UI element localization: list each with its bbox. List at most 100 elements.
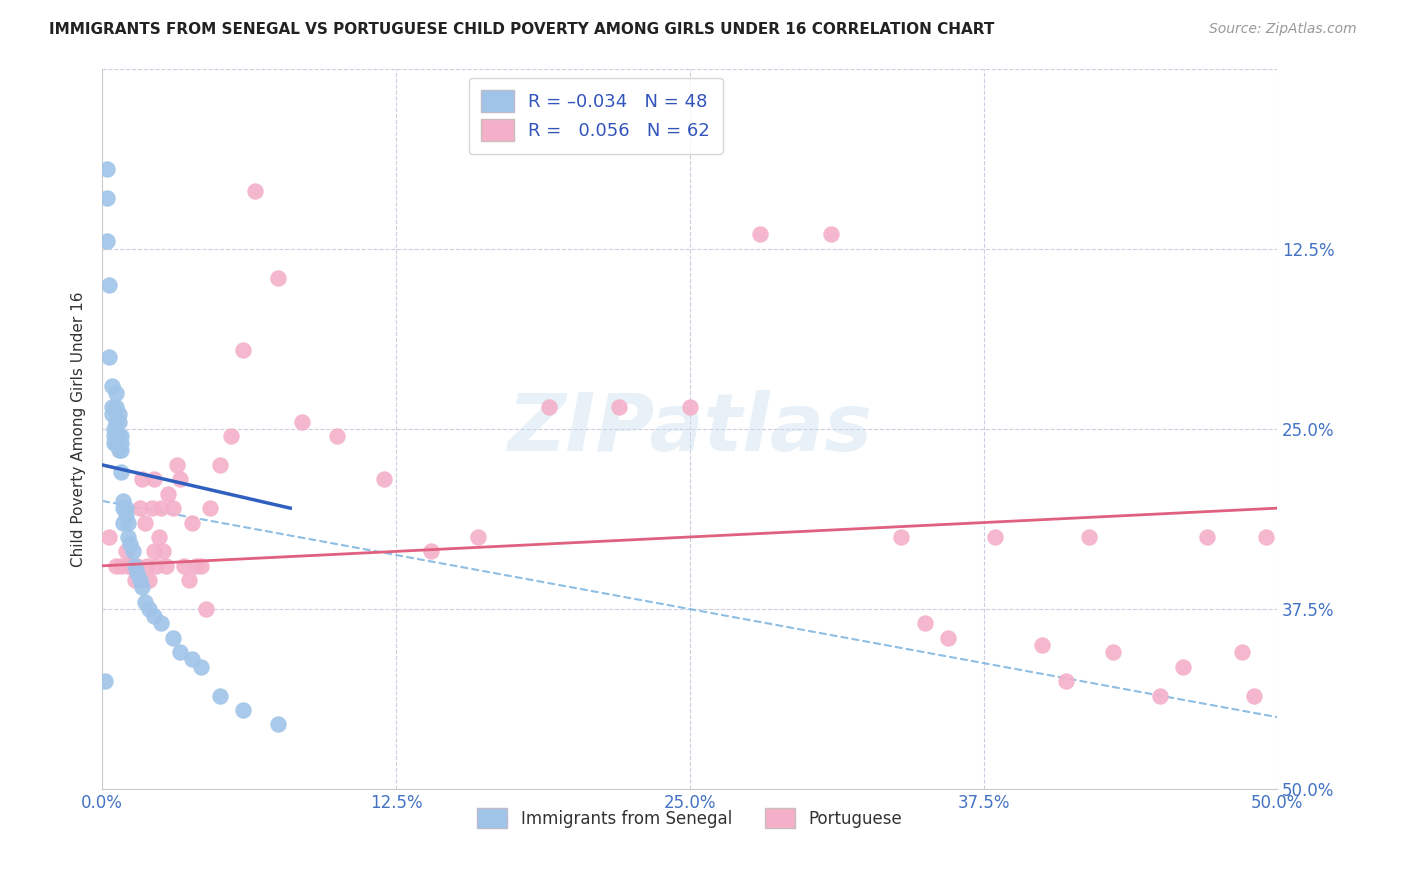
Text: IMMIGRANTS FROM SENEGAL VS PORTUGUESE CHILD POVERTY AMONG GIRLS UNDER 16 CORRELA: IMMIGRANTS FROM SENEGAL VS PORTUGUESE CH… bbox=[49, 22, 994, 37]
Point bbox=[326, 429, 349, 443]
Point bbox=[107, 408, 129, 422]
Point bbox=[208, 458, 231, 472]
Point bbox=[112, 501, 135, 516]
Point bbox=[127, 566, 149, 580]
Point bbox=[117, 516, 139, 530]
Legend: Immigrants from Senegal, Portuguese: Immigrants from Senegal, Portuguese bbox=[471, 801, 908, 835]
Point bbox=[105, 415, 128, 429]
Point bbox=[180, 516, 202, 530]
Point bbox=[100, 401, 122, 415]
Point bbox=[105, 385, 128, 400]
Point bbox=[105, 401, 128, 415]
Point bbox=[291, 415, 314, 429]
Point bbox=[162, 501, 184, 516]
Point bbox=[1173, 659, 1195, 673]
Point bbox=[149, 501, 172, 516]
Point bbox=[114, 544, 136, 558]
Point bbox=[1054, 674, 1077, 689]
Point bbox=[679, 401, 702, 415]
Point bbox=[110, 558, 132, 573]
Point bbox=[1149, 689, 1171, 703]
Point bbox=[420, 544, 443, 558]
Point bbox=[114, 508, 136, 523]
Point bbox=[208, 689, 231, 703]
Point bbox=[134, 516, 156, 530]
Point bbox=[107, 429, 129, 443]
Point bbox=[194, 602, 217, 616]
Point bbox=[267, 717, 290, 731]
Point bbox=[156, 487, 179, 501]
Point bbox=[107, 443, 129, 458]
Point bbox=[138, 602, 160, 616]
Point bbox=[373, 472, 395, 486]
Point bbox=[169, 645, 191, 659]
Point bbox=[121, 558, 143, 573]
Point bbox=[221, 429, 243, 443]
Point bbox=[607, 401, 630, 415]
Point bbox=[190, 659, 212, 673]
Point bbox=[100, 378, 122, 392]
Point bbox=[936, 631, 959, 645]
Point bbox=[103, 422, 125, 436]
Point bbox=[890, 530, 912, 544]
Point bbox=[114, 501, 136, 516]
Point bbox=[142, 609, 165, 624]
Point bbox=[243, 184, 266, 198]
Point bbox=[96, 162, 118, 177]
Point bbox=[110, 465, 132, 479]
Point bbox=[267, 270, 290, 285]
Point bbox=[142, 544, 165, 558]
Point bbox=[186, 558, 208, 573]
Point bbox=[128, 501, 150, 516]
Point bbox=[180, 652, 202, 666]
Point bbox=[1254, 530, 1277, 544]
Point bbox=[120, 558, 142, 573]
Point bbox=[149, 616, 172, 631]
Point bbox=[152, 544, 174, 558]
Point bbox=[984, 530, 1007, 544]
Point bbox=[1195, 530, 1218, 544]
Point bbox=[120, 537, 142, 551]
Point bbox=[232, 343, 254, 357]
Point bbox=[1243, 689, 1265, 703]
Point bbox=[142, 472, 165, 486]
Point bbox=[100, 408, 122, 422]
Point bbox=[141, 501, 163, 516]
Point bbox=[96, 235, 118, 249]
Point bbox=[749, 227, 772, 242]
Point bbox=[1031, 638, 1053, 652]
Point bbox=[110, 443, 132, 458]
Text: Source: ZipAtlas.com: Source: ZipAtlas.com bbox=[1209, 22, 1357, 37]
Point bbox=[105, 558, 128, 573]
Point bbox=[179, 573, 201, 587]
Point bbox=[173, 558, 195, 573]
Point bbox=[467, 530, 489, 544]
Point bbox=[96, 191, 118, 205]
Point bbox=[1230, 645, 1253, 659]
Point bbox=[110, 429, 132, 443]
Point bbox=[103, 436, 125, 450]
Point bbox=[914, 616, 936, 631]
Point bbox=[98, 350, 121, 364]
Point bbox=[105, 436, 128, 450]
Point bbox=[112, 494, 135, 508]
Point bbox=[128, 573, 150, 587]
Point bbox=[98, 277, 121, 292]
Point bbox=[117, 530, 139, 544]
Point bbox=[98, 530, 121, 544]
Point bbox=[190, 558, 212, 573]
Point bbox=[145, 558, 167, 573]
Point bbox=[166, 458, 188, 472]
Point bbox=[110, 436, 132, 450]
Point bbox=[148, 530, 170, 544]
Point bbox=[537, 401, 560, 415]
Point bbox=[124, 558, 146, 573]
Point bbox=[155, 558, 177, 573]
Text: ZIPatlas: ZIPatlas bbox=[508, 390, 872, 468]
Point bbox=[162, 631, 184, 645]
Point bbox=[232, 703, 254, 717]
Point bbox=[1101, 645, 1123, 659]
Point bbox=[107, 415, 129, 429]
Point bbox=[131, 581, 153, 595]
Point bbox=[124, 573, 146, 587]
